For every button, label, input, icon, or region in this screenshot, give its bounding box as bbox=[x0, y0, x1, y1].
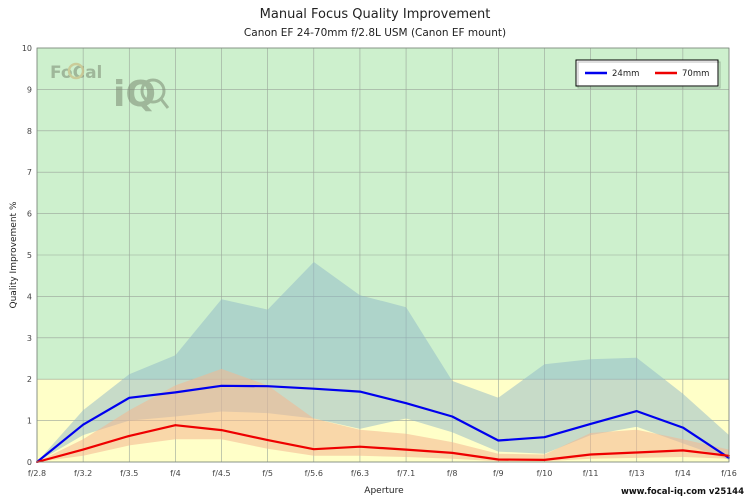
y-axis-label: Quality Improvement % bbox=[9, 201, 19, 308]
x-tick-label: f/11 bbox=[583, 469, 599, 478]
x-tick-label: f/5.6 bbox=[305, 469, 323, 478]
data-point-24mm bbox=[405, 402, 407, 405]
logo-text-top: FoCal bbox=[50, 63, 102, 83]
footer-credit: www.focal-iq.com v25144 bbox=[620, 487, 744, 497]
x-tick-label: f/14 bbox=[675, 469, 691, 478]
data-point-70mm bbox=[174, 424, 177, 427]
x-tick-label: f/4.5 bbox=[212, 469, 230, 478]
y-tick-label: 3 bbox=[27, 334, 32, 343]
data-point-24mm bbox=[82, 423, 85, 426]
y-tick-label: 10 bbox=[22, 44, 32, 53]
legend-label-24mm: 24mm bbox=[612, 69, 639, 79]
y-tick-label: 8 bbox=[27, 127, 32, 136]
data-point-70mm bbox=[451, 451, 454, 454]
y-tick-label: 4 bbox=[27, 292, 32, 301]
x-tick-label: f/3.2 bbox=[74, 469, 92, 478]
x-tick-label: f/7.1 bbox=[397, 469, 415, 478]
data-point-24mm bbox=[635, 410, 638, 412]
x-tick-label: f/4 bbox=[170, 469, 181, 478]
data-point-70mm bbox=[359, 445, 361, 448]
band-70mm bbox=[37, 368, 729, 462]
series-line-70mm bbox=[36, 424, 730, 464]
data-point-70mm bbox=[681, 449, 684, 452]
data-point-70mm bbox=[405, 448, 407, 451]
x-tick-label: f/13 bbox=[629, 469, 645, 478]
data-point-70mm bbox=[128, 435, 131, 437]
data-point-24mm bbox=[497, 439, 500, 442]
x-tick-label: f/2.8 bbox=[28, 469, 46, 478]
data-point-24mm bbox=[359, 390, 361, 393]
data-point-24mm bbox=[174, 391, 177, 394]
legend: 24mm 70mm bbox=[575, 59, 721, 89]
focal-iq-logo: FoCal iQ bbox=[50, 62, 170, 115]
x-tick-label: f/5 bbox=[262, 469, 273, 478]
x-tick-label: f/8 bbox=[447, 469, 458, 478]
x-tick-label: f/10 bbox=[537, 469, 553, 478]
data-point-24mm bbox=[266, 385, 269, 388]
data-point-70mm bbox=[543, 459, 546, 461]
data-point-24mm bbox=[681, 426, 684, 429]
data-point-24mm bbox=[220, 384, 223, 387]
y-tick-label: 2 bbox=[27, 375, 32, 384]
series-line-24mm bbox=[36, 384, 730, 463]
x-tick-label: f/6.3 bbox=[351, 469, 369, 478]
y-tick-label: 1 bbox=[27, 417, 32, 426]
x-tick-label: f/16 bbox=[721, 469, 737, 478]
x-tick-label: f/3.5 bbox=[120, 469, 138, 478]
x-tick-label: f/9 bbox=[493, 469, 504, 478]
plot-frame bbox=[36, 47, 730, 463]
y-tick-label: 6 bbox=[27, 210, 32, 219]
data-point-24mm bbox=[589, 423, 592, 425]
y-tick-label: 7 bbox=[27, 168, 32, 177]
data-point-70mm bbox=[82, 448, 85, 451]
data-point-70mm bbox=[266, 439, 269, 441]
data-point-24mm bbox=[128, 396, 131, 399]
data-point-70mm bbox=[497, 458, 500, 461]
data-point-70mm bbox=[589, 453, 592, 456]
data-point-24mm bbox=[543, 436, 546, 439]
x-axis-label: Aperture bbox=[364, 486, 404, 496]
y-tick-label: 9 bbox=[27, 85, 32, 94]
data-point-70mm bbox=[220, 429, 223, 432]
data-point-24mm bbox=[451, 415, 454, 418]
y-tick-label: 0 bbox=[27, 458, 32, 467]
chart-title: Manual Focus Quality Improvement bbox=[259, 7, 491, 22]
y-tick-label: 5 bbox=[27, 251, 32, 260]
data-point-70mm bbox=[635, 451, 638, 454]
legend-label-70mm: 70mm bbox=[682, 69, 709, 79]
logo-ring-icon bbox=[67, 62, 85, 80]
chart-subtitle: Canon EF 24-70mm f/2.8L USM (Canon EF mo… bbox=[243, 27, 507, 39]
data-point-70mm bbox=[312, 448, 315, 451]
data-point-24mm bbox=[312, 387, 315, 390]
magnifier-icon bbox=[140, 78, 166, 104]
